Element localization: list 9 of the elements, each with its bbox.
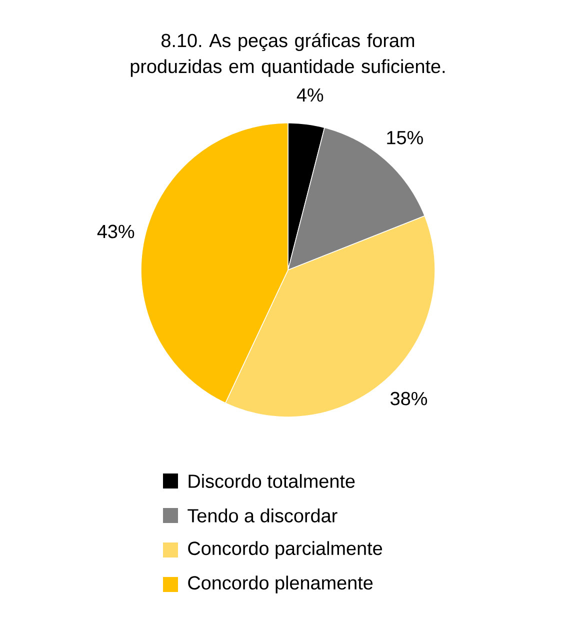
legend-label: Tendo a discordar	[188, 508, 338, 522]
data-label: 43%	[97, 224, 134, 238]
data-label: 4%	[296, 88, 324, 102]
legend-label: Concordo parcialmente	[188, 541, 382, 559]
legend-label: Concordo plenamente	[188, 576, 373, 594]
chart-title: 8.10. As peças gráficas foram produzidas em quantidade suficiente.	[130, 33, 445, 77]
data-label: 15%	[387, 131, 423, 144]
data-label: 38%	[390, 392, 428, 406]
legend-label: Discordo totalmente	[188, 474, 355, 488]
